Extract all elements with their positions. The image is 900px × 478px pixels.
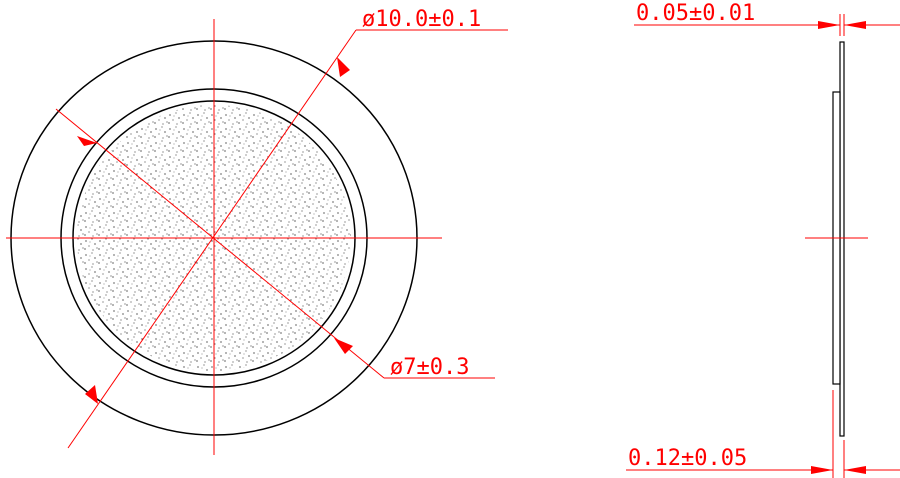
inner-diameter-label: ø7±0.3 xyxy=(390,355,469,380)
plate-thickness-label: 0.05±0.01 xyxy=(636,1,755,26)
front-view: ø10.0±0.1 ø7±0.3 xyxy=(6,7,508,455)
inner-diameter-dimension-line xyxy=(55,108,385,379)
inner-diameter-arrow-top xyxy=(77,136,97,146)
total-thickness-arrow-left xyxy=(811,466,833,474)
plate-thickness-arrow-right xyxy=(844,21,866,29)
outer-diameter-label: ø10.0±0.1 xyxy=(362,7,481,32)
total-thickness-label: 0.12±0.05 xyxy=(628,446,747,471)
inner-diameter-arrow-bottom xyxy=(334,338,353,354)
total-thickness-arrow-right xyxy=(844,466,866,474)
outer-diameter-arrow-top xyxy=(337,57,350,77)
outer-diameter-arrow-bottom xyxy=(85,385,98,404)
outer-diameter-dimension-line xyxy=(67,29,357,449)
plate-thickness-arrow-left xyxy=(818,21,840,29)
side-view: 0.05±0.01 0.12±0.05 xyxy=(626,1,900,478)
